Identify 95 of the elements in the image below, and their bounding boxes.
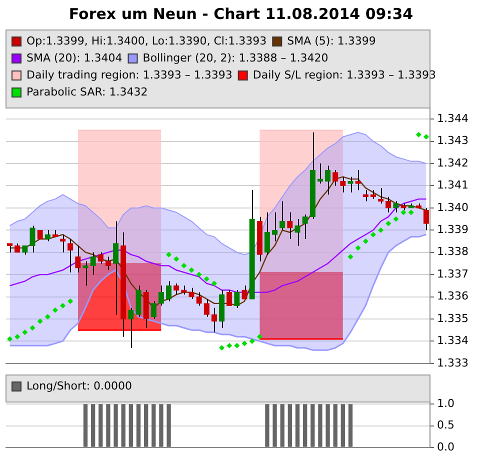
candlestick <box>158 285 164 306</box>
candlestick <box>264 212 270 256</box>
candlestick <box>348 176 354 193</box>
point <box>400 210 406 216</box>
candlestick <box>226 290 232 306</box>
candlestick <box>280 200 286 231</box>
candlestick <box>112 220 119 316</box>
candlestick <box>30 225 36 253</box>
legend-label: Daily trading region: 1.3393 – 1.3393 <box>26 68 232 82</box>
point <box>219 345 225 351</box>
point <box>211 280 217 286</box>
point <box>174 256 180 262</box>
candlestick <box>423 207 430 231</box>
point <box>181 262 187 268</box>
point <box>348 254 354 260</box>
candlestick <box>60 234 66 253</box>
y-tick-label: 1.335 <box>437 312 468 325</box>
candlestick <box>105 256 112 271</box>
point <box>256 334 262 340</box>
legend-label: Long/Short: 0.0000 <box>26 379 132 392</box>
point <box>60 302 66 308</box>
point <box>242 340 248 346</box>
legend-label: Bollinger (20, 2): 1.3388 – 1.3420 <box>142 51 328 64</box>
point <box>37 318 43 324</box>
point <box>166 252 172 258</box>
point <box>234 342 240 348</box>
legend-label: Daily S/L region: 1.3393 – 1.3393 <box>252 68 436 82</box>
candlestick <box>340 176 346 193</box>
candlestick <box>294 218 300 246</box>
point <box>226 342 232 348</box>
candlestick <box>355 170 361 191</box>
candlestick <box>378 187 384 204</box>
candlestick <box>332 170 338 186</box>
candlestick <box>386 196 392 213</box>
candlestick <box>242 285 248 300</box>
chart-title: Forex um Neun - Chart 11.08.2014 09:34 <box>68 4 414 23</box>
y-tick-label: 1.340 <box>437 200 468 214</box>
point <box>188 267 194 273</box>
legend-label: SMA (20): 1.3404 <box>26 51 122 64</box>
point <box>355 245 361 251</box>
point <box>68 298 74 304</box>
candlestick <box>196 292 202 306</box>
y-tick-label: 1.343 <box>437 134 468 148</box>
y-tick-label: 1.344 <box>437 112 468 125</box>
y-tick-label: 1.341 <box>437 178 468 192</box>
y-tick-label: 1.336 <box>437 290 468 303</box>
candlestick <box>174 282 180 296</box>
candlestick <box>90 252 96 276</box>
y-tick-label: 1.0 <box>437 397 454 410</box>
y-tick-label: 1.337 <box>437 267 468 280</box>
legend-label: SMA (5): 1.3399 <box>287 34 376 48</box>
point <box>22 330 28 336</box>
y-tick-label: 1.339 <box>437 223 468 236</box>
y-tick-label: 1.333 <box>437 356 468 370</box>
candlestick <box>204 298 210 318</box>
legend-label: Op:1.3399, Hi:1.3400, Lo:1.3390, Cl:1.3393 <box>26 34 267 48</box>
point <box>408 210 414 216</box>
y-tick-label: 1.342 <box>437 156 468 170</box>
point <box>204 276 210 282</box>
point <box>423 134 429 140</box>
point <box>30 325 36 331</box>
point <box>196 272 202 278</box>
y-tick-label: 1.338 <box>437 245 468 258</box>
point <box>370 232 376 238</box>
point <box>416 132 422 138</box>
candlestick <box>324 165 331 196</box>
candlestick <box>128 307 134 348</box>
candlestick <box>75 245 81 273</box>
candlestick <box>317 163 324 184</box>
candlestick <box>211 307 218 333</box>
candlestick <box>44 230 50 242</box>
point <box>52 307 58 313</box>
candlestick <box>136 285 142 318</box>
y-tick-label: 0.0 <box>437 440 454 454</box>
candlestick <box>166 280 172 302</box>
legend-label: Parabolic SAR: 1.3432 <box>26 85 148 98</box>
candlestick <box>188 287 194 300</box>
candlestick <box>287 212 293 240</box>
candlestick <box>234 290 240 308</box>
point <box>7 336 13 342</box>
point <box>362 238 368 244</box>
point <box>378 227 384 233</box>
point <box>14 334 20 340</box>
y-tick-label: 1.334 <box>437 334 468 348</box>
candlestick <box>68 238 74 273</box>
y-tick-label: 0.5 <box>437 418 454 432</box>
point <box>44 314 50 320</box>
point <box>393 216 399 222</box>
point <box>249 338 255 344</box>
point <box>386 220 392 226</box>
candlestick <box>302 214 308 240</box>
candlestick <box>393 200 399 213</box>
candlestick <box>98 252 104 264</box>
candlestick <box>272 212 278 242</box>
candlestick <box>150 300 156 320</box>
